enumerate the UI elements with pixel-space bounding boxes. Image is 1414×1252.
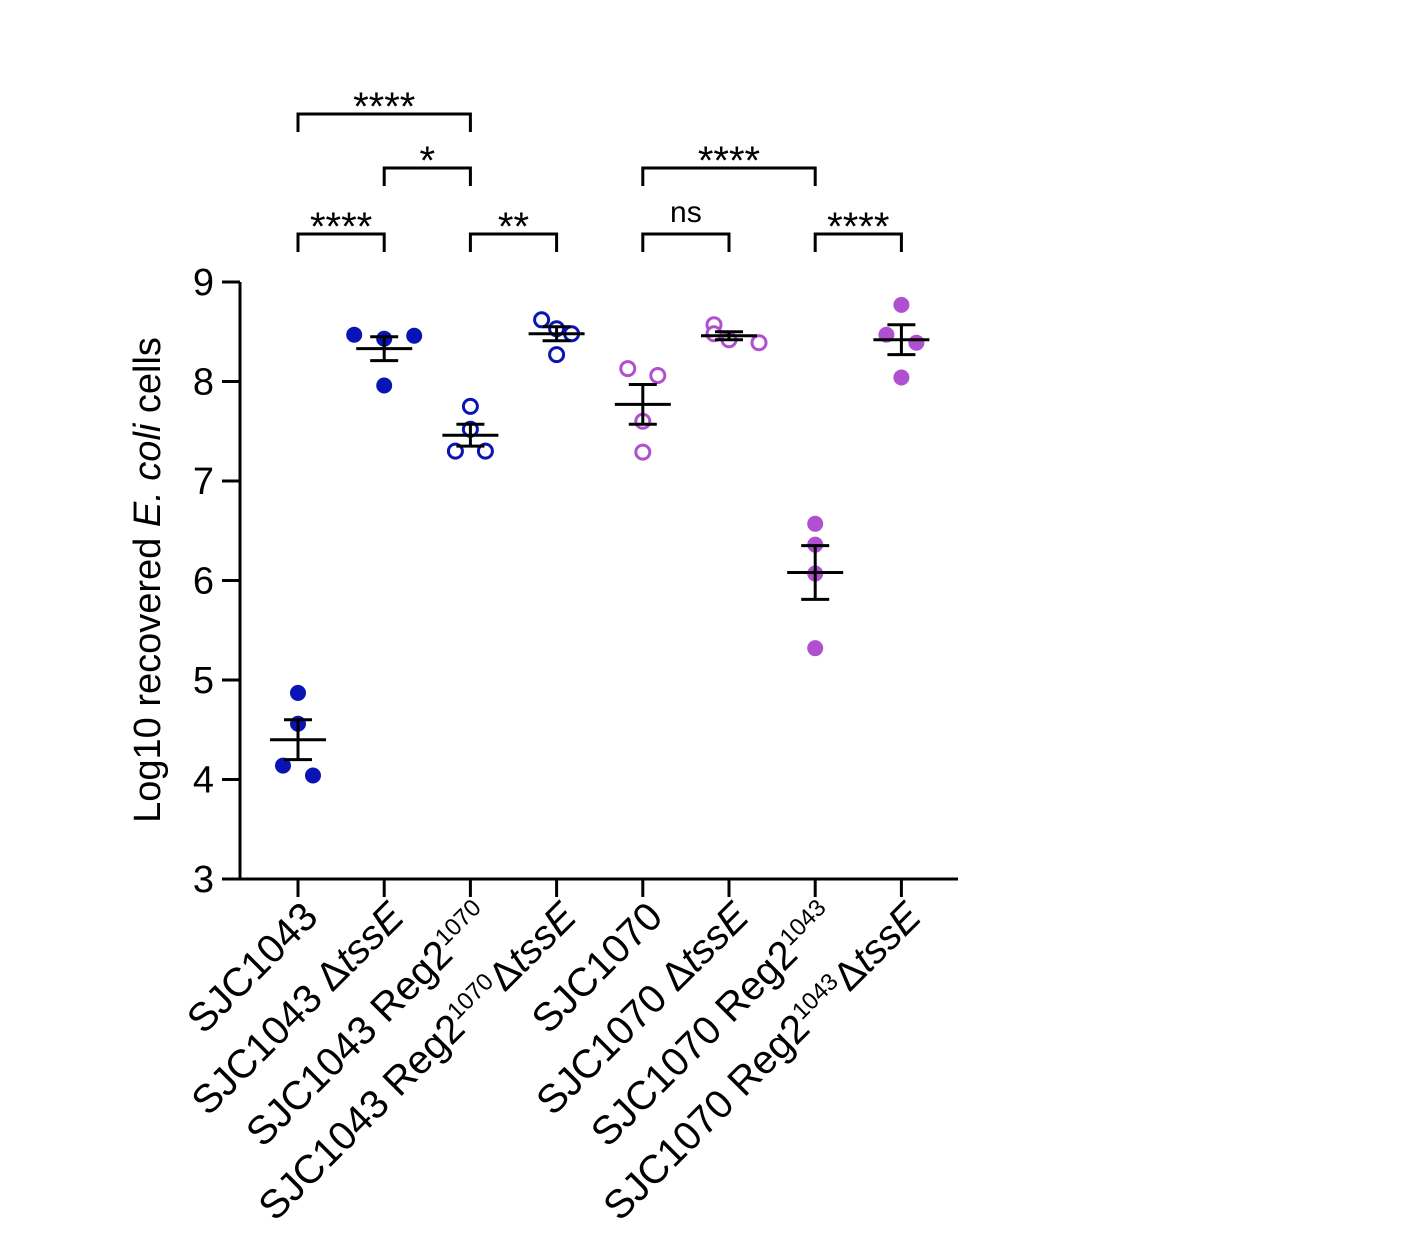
data-point — [705, 325, 723, 343]
data-point — [807, 640, 824, 657]
data-point — [893, 296, 910, 313]
data-point — [548, 346, 566, 364]
data-point — [406, 327, 423, 344]
y-tick-label: 7 — [193, 461, 214, 503]
significance-bracket — [813, 232, 903, 252]
significance-bracket — [382, 166, 472, 186]
error-bars — [270, 323, 930, 762]
data-points — [275, 296, 925, 784]
data-point — [893, 369, 910, 386]
data-point — [305, 767, 321, 784]
significance-bracket — [296, 112, 472, 132]
significance-label: * — [420, 139, 436, 183]
data-point — [461, 397, 479, 415]
y-tick-label: 5 — [193, 660, 214, 702]
significance-bracket — [641, 232, 731, 252]
y-tick-label: 6 — [193, 561, 214, 603]
significance-label: **** — [310, 205, 372, 249]
data-point — [649, 367, 667, 385]
y-tick-label: 4 — [193, 760, 214, 802]
y-tick-label: 9 — [193, 262, 214, 304]
data-point — [807, 515, 824, 532]
y-tick-label: 8 — [193, 362, 214, 404]
data-point — [634, 443, 652, 461]
significance-bracket — [468, 232, 559, 252]
significance-brackets: ********* ******ns **** — [296, 85, 903, 252]
data-point — [908, 334, 925, 351]
significance-label: **** — [698, 139, 760, 183]
y-axis: 3 4 5 6 7 8 9 — [193, 262, 242, 901]
data-point — [376, 377, 393, 394]
significance-bracket — [296, 232, 386, 252]
y-axis-label: Log10 recovered E. coli cells — [127, 337, 169, 823]
significance-label: ** — [498, 205, 529, 249]
significance-label: **** — [353, 85, 415, 129]
data-point — [750, 334, 768, 352]
y-tick-label: 3 — [193, 859, 214, 901]
significance-label: ns — [670, 196, 702, 229]
significance-bracket — [641, 166, 817, 186]
data-point — [275, 757, 291, 774]
data-point — [533, 311, 551, 329]
data-point — [290, 684, 306, 701]
significance-label: **** — [827, 205, 889, 249]
data-point — [346, 326, 363, 343]
data-point — [619, 360, 637, 378]
